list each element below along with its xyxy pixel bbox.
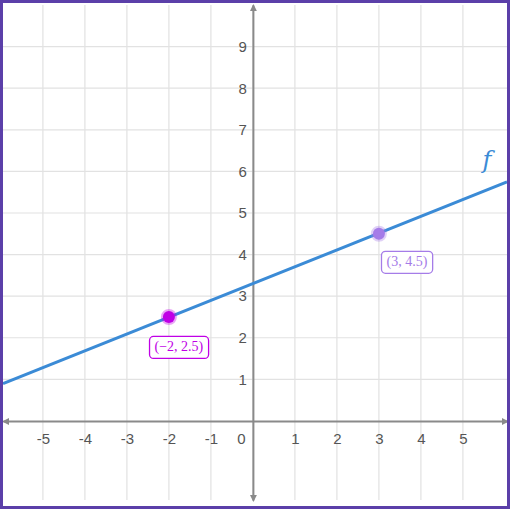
x-tick-label: -5 <box>37 430 50 447</box>
annotations: f (−2, 2.5) (3, 4.5) <box>150 146 496 359</box>
grid-line <box>378 5 379 500</box>
x-tick: -3 <box>121 421 134 447</box>
x-tick: 1 <box>291 421 299 447</box>
label-box <box>381 251 432 273</box>
y-tick: 3 <box>239 287 253 304</box>
y-tick: 8 <box>239 79 253 96</box>
grid-line <box>126 5 127 500</box>
y-tick-label: 1 <box>239 371 247 388</box>
grid-line <box>3 129 507 130</box>
grid-line <box>210 5 211 500</box>
frame <box>2 2 509 508</box>
x-tick: 3 <box>375 421 383 447</box>
y-axis: 1 2 3 4 5 6 7 8 9 <box>239 6 254 501</box>
y-tick-label: 9 <box>239 38 247 55</box>
x-tick-label: 5 <box>459 430 467 447</box>
x-tick: 5 <box>459 421 467 447</box>
y-tick: 5 <box>239 204 253 221</box>
grid-line <box>252 5 253 500</box>
y-tick-label: 2 <box>239 329 247 346</box>
y-tick-label: 7 <box>239 121 247 138</box>
x-tick-label: 4 <box>417 430 425 447</box>
label-box <box>150 336 209 358</box>
x-tick: -5 <box>37 421 50 447</box>
chart: -5 -4 -3 -2 -1 0 1 2 3 4 5 1 2 3 4 5 6 7 8 9 f (−2, 2.5) (3, 4… <box>0 0 510 509</box>
grid-line <box>168 5 169 500</box>
y-axis-line <box>252 6 254 501</box>
x-tick: 2 <box>333 421 341 447</box>
x-tick: 4 <box>417 421 425 447</box>
grid-line <box>3 46 507 47</box>
point-label: (−2, 2.5) <box>150 336 209 358</box>
grid <box>3 5 507 500</box>
y-tick: 7 <box>239 121 253 138</box>
x-tick-label: -3 <box>121 430 134 447</box>
x-tick-label: -4 <box>79 430 92 447</box>
x-tick-label: 3 <box>375 430 383 447</box>
x-tick-label: 1 <box>291 430 299 447</box>
x-axis: -5 -4 -3 -2 -1 0 1 2 3 4 5 <box>4 421 508 447</box>
x-tick: -2 <box>163 421 176 447</box>
grid-line <box>3 88 507 89</box>
grid-line <box>3 171 507 172</box>
y-tick: 2 <box>239 329 253 346</box>
x-axis-line <box>4 420 508 422</box>
y-tick-label: 6 <box>239 163 247 180</box>
y-tick-label: 5 <box>239 204 247 221</box>
grid-line <box>3 337 507 338</box>
y-tick: 4 <box>239 246 253 263</box>
x-tick-label: -1 <box>205 430 218 447</box>
y-tick: 6 <box>239 163 253 180</box>
point <box>163 311 175 323</box>
grid-line <box>462 5 463 500</box>
plot-area <box>3 182 507 384</box>
y-tick: 1 <box>239 371 253 388</box>
data-label: (3, 4.5) <box>386 254 427 270</box>
grid-line <box>336 5 337 500</box>
grid-line <box>84 5 85 500</box>
grid-line <box>3 296 507 297</box>
line-label: f <box>481 146 496 174</box>
x-tick-label: 2 <box>333 430 341 447</box>
x-tick: -1 <box>205 421 218 447</box>
grid-line <box>3 379 507 380</box>
y-tick-label: 8 <box>239 79 247 96</box>
point-label: (3, 4.5) <box>381 251 432 273</box>
y-tick-label: 4 <box>239 246 247 263</box>
x-tick: 0 <box>237 421 253 447</box>
x-tick-label: -2 <box>163 430 176 447</box>
y-tick: 9 <box>239 38 253 55</box>
data-label: (−2, 2.5) <box>155 339 204 355</box>
x-tick: -4 <box>79 421 92 447</box>
grid-line <box>42 5 43 500</box>
grid-line <box>294 5 295 500</box>
point <box>373 228 385 240</box>
x-tick-label: 0 <box>237 430 245 447</box>
line <box>3 182 507 384</box>
